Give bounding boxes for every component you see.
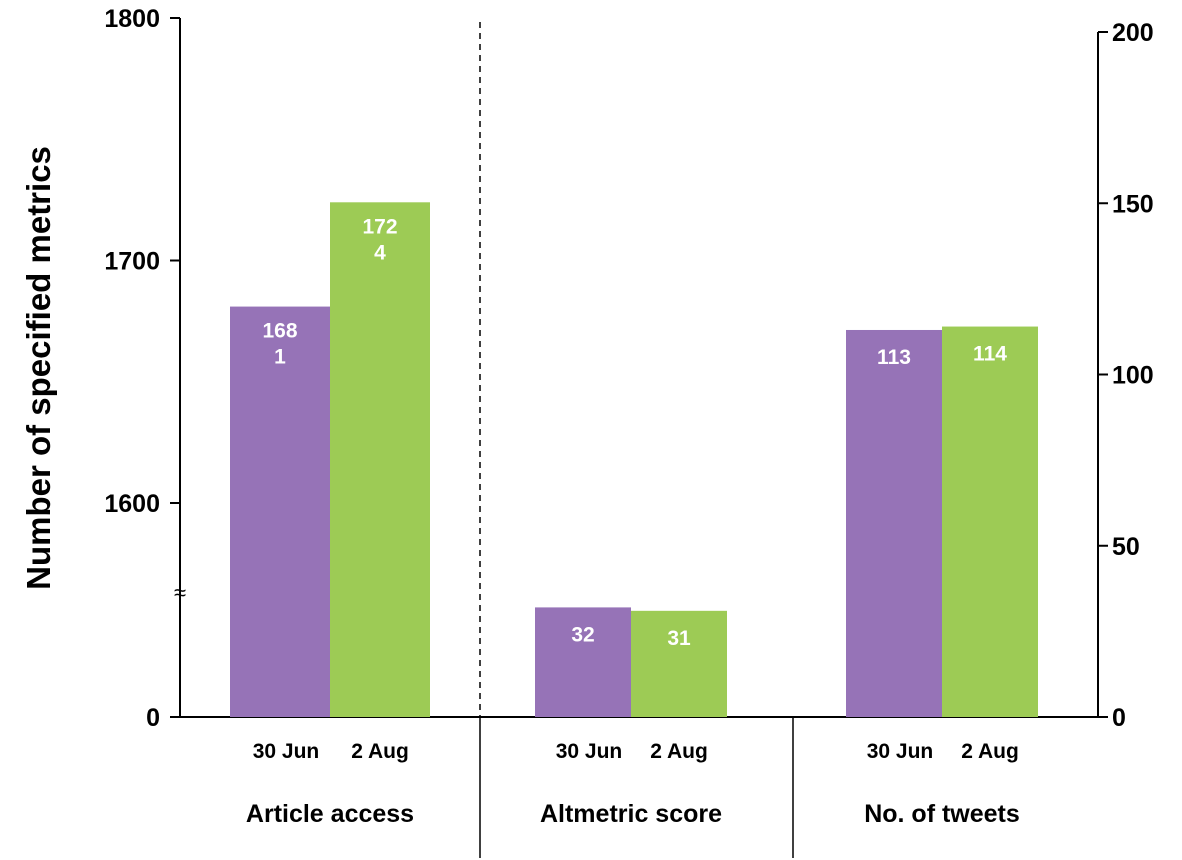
- category-label: 30 Jun: [253, 740, 320, 763]
- right-tick-label: 100: [1112, 362, 1154, 390]
- left-tick-label: 1600: [104, 490, 160, 518]
- left-tick-label: 1800: [104, 5, 160, 33]
- bar-value-label: 31: [667, 627, 691, 650]
- right-tick-label: 200: [1112, 19, 1154, 47]
- left-tick-label: 0: [146, 704, 160, 732]
- bar-value-label: 32: [571, 623, 594, 646]
- bar-value-label: 114: [973, 343, 1007, 366]
- right-tick-label: 0: [1112, 704, 1126, 732]
- bar: [230, 306, 330, 717]
- group-label: Article access: [246, 800, 414, 828]
- bar-value-label: 168: [262, 320, 297, 343]
- group-label: Altmetric score: [540, 800, 722, 828]
- chart-axes: 1800 1700 1600 0 ≈200 150 100 50 0: [104, 5, 1154, 858]
- category-label: 2 Aug: [351, 740, 409, 763]
- right-tick-label: 50: [1112, 533, 1140, 561]
- category-label: 30 Jun: [867, 740, 934, 763]
- group-label: No. of tweets: [864, 800, 1020, 828]
- bar-value-label: 1: [274, 346, 286, 369]
- bar: [846, 329, 942, 717]
- category-label: 2 Aug: [650, 740, 708, 763]
- left-tick-label: 1700: [104, 248, 160, 276]
- axis-break-symbol: ≈: [174, 580, 186, 605]
- bar: [631, 610, 727, 717]
- bar: [535, 607, 631, 717]
- bar-value-label: 113: [877, 346, 911, 369]
- bar: [942, 326, 1038, 717]
- right-tick-label: 150: [1112, 190, 1154, 218]
- category-label: 30 Jun: [556, 740, 623, 763]
- category-label: 2 Aug: [961, 740, 1019, 763]
- chart-bars: [230, 202, 1038, 718]
- bar: [330, 202, 430, 718]
- bar-value-label: 4: [374, 241, 386, 264]
- y-axis-title: Number of specified metrics: [20, 146, 57, 590]
- bar-value-label: 172: [362, 215, 397, 238]
- chart-labels: 168 1 30 Jun 172 4 2 Aug Article access 32 30 Ju…: [246, 215, 1020, 828]
